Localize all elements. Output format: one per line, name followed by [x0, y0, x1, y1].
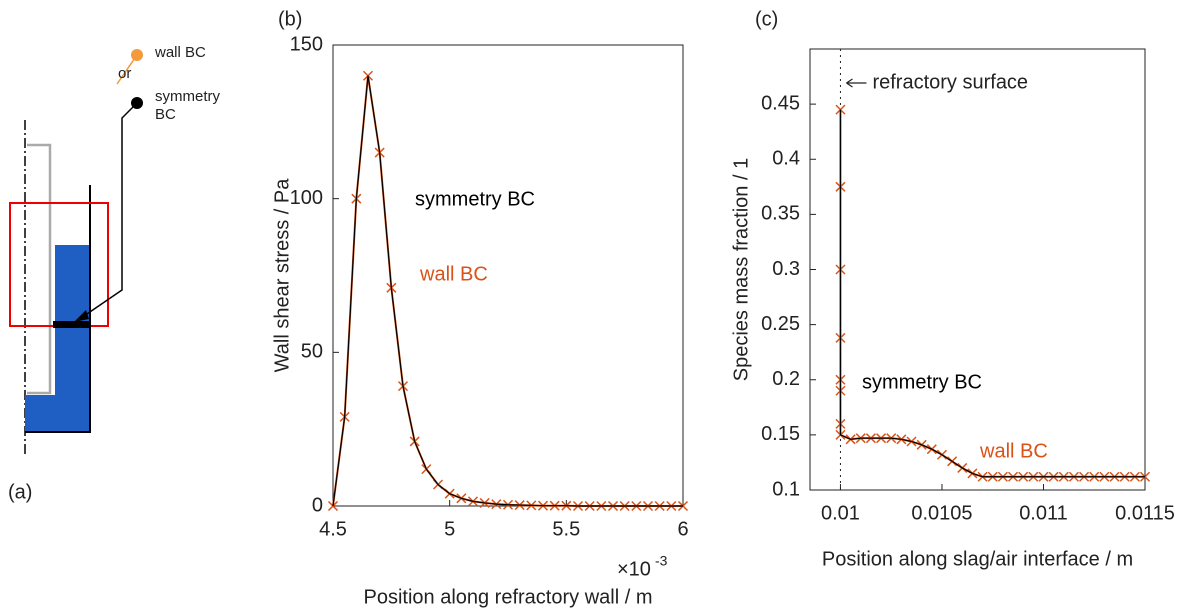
x-tick-label: 6: [677, 518, 688, 540]
y-axis-label: Wall shear stress / Pa: [271, 178, 293, 373]
series-annotation: wall BC: [979, 440, 1048, 462]
y-tick-label: 50: [301, 341, 323, 363]
y-tick-label: 100: [290, 187, 323, 209]
axes-box: [809, 48, 1146, 491]
gray-wall: [27, 143, 52, 395]
x-tick-label: 0.0105: [911, 502, 972, 524]
wall-bc-dot: [131, 49, 143, 61]
series-annotation: wall BC: [419, 263, 488, 285]
series-annotation: symmetry BC: [862, 371, 982, 393]
x-tick-label: 5.5: [552, 518, 580, 540]
x-multiplier: ×10: [617, 558, 651, 580]
symmetry-bc-leader: [83, 102, 138, 317]
series-line: [332, 75, 683, 507]
slag-region: [25, 245, 90, 432]
y-tick-label: 0.25: [761, 313, 800, 335]
symmetry-bc-dot: [131, 97, 143, 109]
series-annotation: symmetry BC: [415, 188, 535, 210]
marker: [835, 104, 846, 115]
y-tick-label: 0.2: [772, 368, 800, 390]
series-line: [332, 75, 683, 507]
y-axis-label: Species mass fraction / 1: [730, 158, 752, 381]
panel-label: (a): [8, 481, 32, 503]
y-tick-label: 0: [312, 494, 323, 516]
y-tick-label: 150: [290, 33, 323, 55]
arrowhead: [74, 310, 89, 322]
y-tick-label: 0.1: [772, 478, 800, 500]
y-tick-label: 0.4: [772, 148, 800, 170]
series-line: [839, 109, 1145, 478]
series-line: [839, 109, 1145, 478]
panel-label: (b): [278, 8, 302, 30]
y-tick-label: 0.35: [761, 203, 800, 225]
schematic: wall BC or symmetry BC (a): [8, 44, 220, 503]
symmetry-text: symmetry: [155, 88, 220, 105]
y-tick-label: 0.3: [772, 258, 800, 280]
x-tick-label: 0.011: [1019, 502, 1068, 524]
panel-label: (c): [755, 8, 778, 30]
x-tick-label: 0.0115: [1115, 502, 1175, 524]
x-tick-label: 0.01: [821, 502, 860, 524]
axes-box: [332, 44, 684, 507]
y-tick-label: 0.45: [761, 92, 800, 114]
y-tick-label: 0.15: [761, 423, 800, 445]
reference-arrow: [846, 78, 867, 88]
reference-label: refractory surface: [872, 71, 1028, 93]
x-tick-label: 5: [444, 518, 455, 540]
bc-text: BC: [155, 106, 176, 123]
wall-bc-text: wall BC: [154, 44, 206, 61]
interface-bar: [53, 321, 91, 328]
x-axis-label: Position along refractory wall / m: [363, 586, 652, 608]
x-tick-label: 4.5: [319, 518, 347, 540]
crucible-outline: [25, 185, 91, 433]
x-axis-label: Position along slag/air interface / m: [822, 548, 1133, 570]
x-multiplier-exp: -3: [655, 553, 668, 569]
or-text: or: [118, 65, 131, 82]
